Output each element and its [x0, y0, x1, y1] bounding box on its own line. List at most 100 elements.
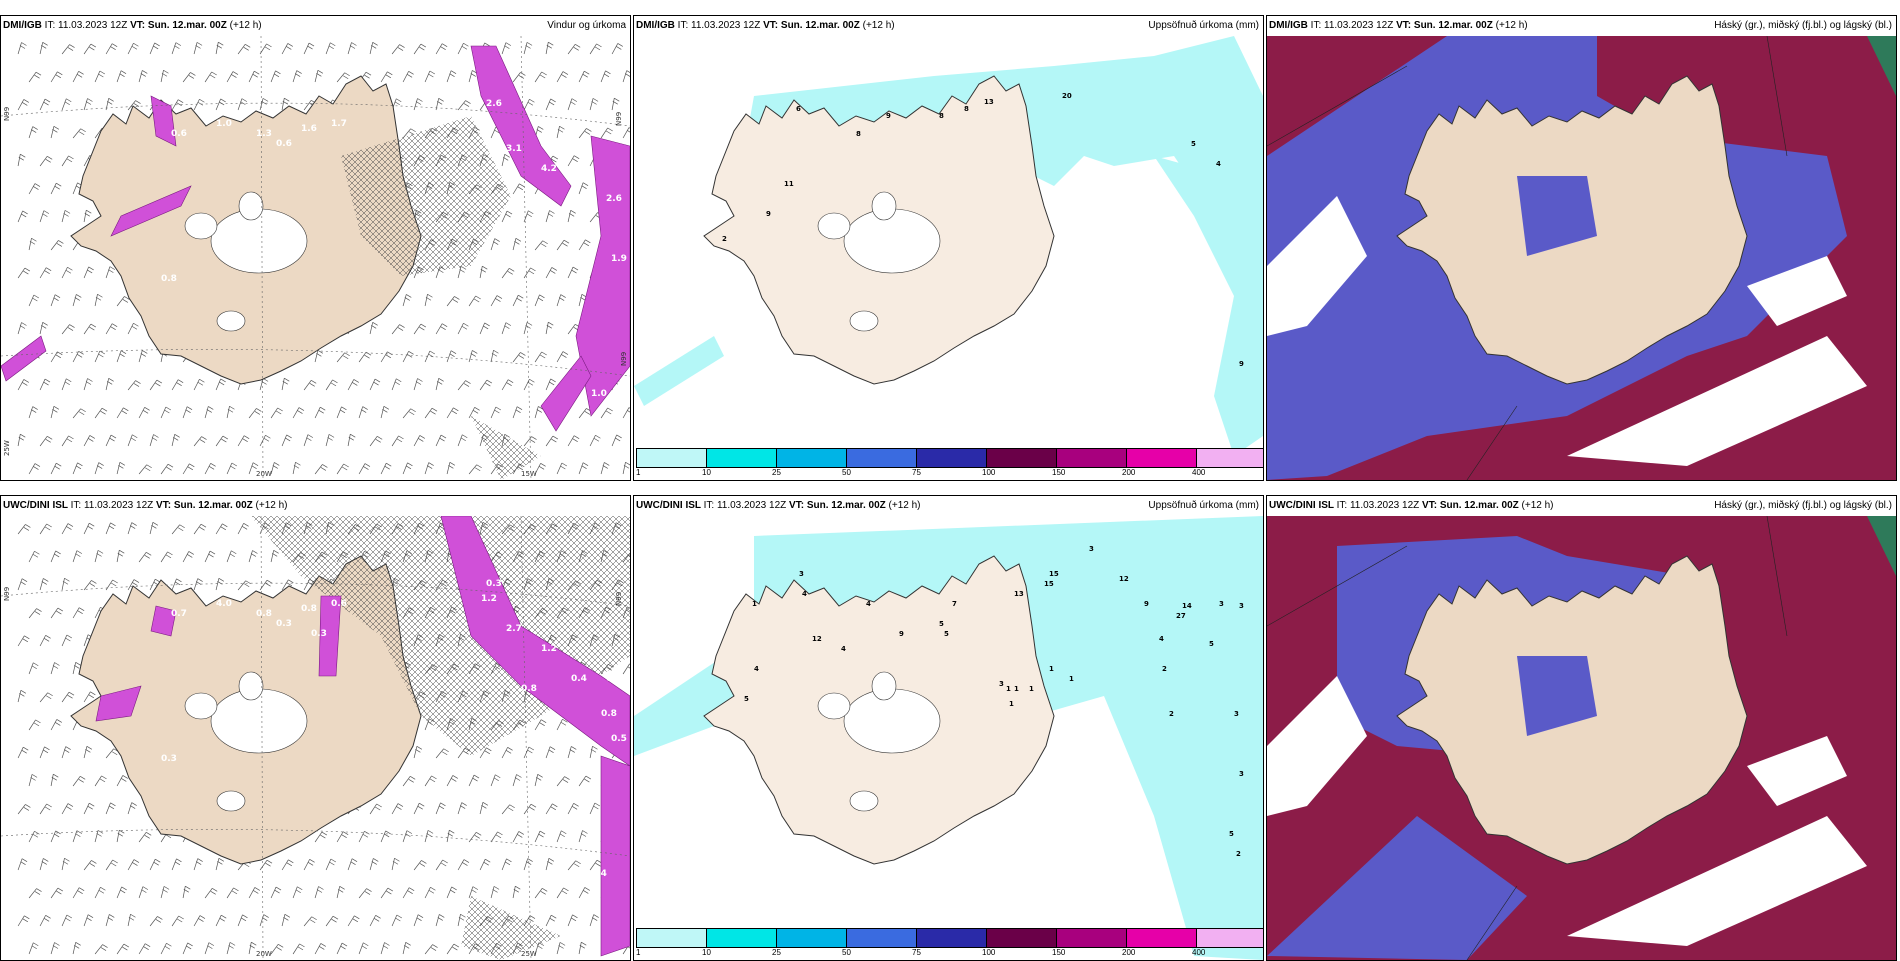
- graticule-label: N99: [620, 352, 628, 366]
- precip-amount: 1: [1049, 665, 1054, 673]
- graticule-label: 15W: [521, 470, 537, 478]
- colorbar-tick: 1: [636, 948, 640, 957]
- colorbar-swatch: [1057, 449, 1127, 467]
- panel-header: UWC/DINI ISL IT: 11.03.2023 12Z VT: Sun.…: [1267, 496, 1896, 516]
- precip-amount: 3: [1234, 710, 1239, 718]
- precip-value: 0.6: [606, 674, 622, 684]
- panel-title: Uppsöfnuð úrkoma (mm): [1148, 496, 1259, 516]
- precip-value: 1.0: [591, 389, 607, 399]
- panel-source: UWC/DINI ISL: [3, 500, 71, 511]
- panel-vt: Sun. 12.mar. 00Z: [148, 20, 230, 31]
- precip-amount: 4: [866, 600, 871, 608]
- precip-amount: 3: [799, 570, 804, 578]
- panel-header: DMI/IGB IT: 11.03.2023 12Z VT: Sun. 12.m…: [1267, 16, 1896, 36]
- precip-amount: 4: [841, 645, 846, 653]
- precip-value: 2.6: [606, 194, 622, 204]
- precip-colorbar: [636, 448, 1264, 468]
- precip-amount: 8: [964, 105, 969, 113]
- precip-amount: 2: [1236, 850, 1241, 858]
- panel-vt: Sun. 12.mar. 00Z: [1440, 500, 1522, 511]
- precip-value: 0.8: [161, 274, 177, 284]
- precip-value: 0.5: [611, 734, 627, 744]
- panel-lead: (+12 h): [230, 20, 262, 31]
- precip-value: 1.3: [256, 129, 272, 139]
- precip-amount: 5: [939, 620, 944, 628]
- panel-source: UWC/DINI ISL: [636, 500, 704, 511]
- colorbar-tick: 100: [982, 948, 995, 957]
- precip-amount: 20: [1062, 92, 1072, 100]
- panel-it-label: IT:: [45, 20, 58, 31]
- panel-header: DMI/IGB IT: 11.03.2023 12Z VT: Sun. 12.m…: [1, 16, 630, 36]
- precip-amount: 15: [1044, 580, 1054, 588]
- panel-source: DMI/IGB: [636, 20, 678, 31]
- panel-vt: Sun. 12.mar. 00Z: [1414, 20, 1496, 31]
- colorbar-swatch: [777, 449, 847, 467]
- colorbar-swatch: [847, 449, 917, 467]
- panel-it: 11.03.2023 12Z: [1350, 500, 1422, 511]
- precip-value: 1.2: [541, 644, 557, 654]
- graticule-label: N99: [615, 112, 623, 126]
- panel-vt-label: VT:: [763, 20, 781, 31]
- precip-amount: 14: [1182, 602, 1192, 610]
- precip-amount: 3: [1239, 602, 1244, 610]
- precip-amount: 12: [1119, 575, 1129, 583]
- graticule-label: N99: [3, 587, 11, 601]
- precip-amount: 4: [1159, 635, 1164, 643]
- precip-amount: 15: [1049, 570, 1059, 578]
- colorbar-swatch: [1197, 449, 1264, 467]
- precip-amount: 8: [939, 112, 944, 120]
- precip-amount: 5: [1209, 640, 1214, 648]
- precip-value: 0.8: [256, 609, 272, 619]
- map-panel-accum-dmi: DMI/IGB IT: 11.03.2023 12Z VT: Sun. 12.m…: [633, 15, 1264, 481]
- colorbar-swatch: [1127, 449, 1197, 467]
- precip-value: 2.6: [486, 99, 502, 109]
- precip-amount: 9: [1144, 600, 1149, 608]
- precip-value: 1.9: [611, 254, 627, 264]
- precip-amount: 13: [1014, 590, 1024, 598]
- colorbar-swatch: [637, 929, 707, 947]
- precip-value: 2.7: [506, 624, 522, 634]
- precip-value: 0.6: [171, 129, 187, 139]
- precip-amount: 7: [952, 600, 957, 608]
- precip-amount: 5: [744, 695, 749, 703]
- panel-vt: Sun. 12.mar. 00Z: [174, 500, 256, 511]
- map-panel-wind-uwc: UWC/DINI ISL IT: 11.03.2023 12Z VT: Sun.…: [0, 495, 631, 961]
- colorbar-swatch: [1197, 929, 1264, 947]
- precip-colorbar: [636, 928, 1264, 948]
- panel-title: Háský (gr.), miðský (fj.bl.) og lágský (…: [1714, 16, 1892, 36]
- colorbar-tick: 75: [912, 468, 921, 477]
- precip-value: 0.8: [601, 709, 617, 719]
- panel-lead: (+12 h): [256, 500, 288, 511]
- precip-amount: 1: [752, 600, 757, 608]
- graticule-label: 20W: [256, 950, 272, 958]
- colorbar-tick: 50: [842, 948, 851, 957]
- precip-amount: 3: [999, 680, 1004, 688]
- panel-vt-label: VT:: [789, 500, 807, 511]
- graticule-label: N99: [3, 107, 11, 121]
- panel-title: Uppsöfnuð úrkoma (mm): [1148, 16, 1259, 36]
- panel-it: 11.03.2023 12Z: [691, 20, 763, 31]
- precip-amount: 4: [802, 590, 807, 598]
- panel-it: 11.03.2023 12Z: [58, 20, 130, 31]
- panel-it: 11.03.2023 12Z: [1324, 20, 1396, 31]
- precip-amount: 2: [1169, 710, 1174, 718]
- precip-value: 1.2: [481, 594, 497, 604]
- precip-amount: 1: [1014, 685, 1019, 693]
- map-panel-wind-dmi: DMI/IGB IT: 11.03.2023 12Z VT: Sun. 12.m…: [0, 15, 631, 481]
- colorbar-tick: 200: [1122, 948, 1135, 957]
- panel-it: 11.03.2023 12Z: [84, 500, 156, 511]
- precip-value: 1.4: [591, 869, 607, 879]
- precip-value: 1.7: [331, 119, 347, 129]
- precip-value: 0.8: [301, 604, 317, 614]
- precip-amount: 5: [1191, 140, 1196, 148]
- panel-source: DMI/IGB: [3, 20, 45, 31]
- precip-amount: 9: [886, 112, 891, 120]
- colorbar-tick: 400: [1192, 948, 1205, 957]
- precip-amount: 1: [1006, 685, 1011, 693]
- map-area: [1267, 36, 1896, 480]
